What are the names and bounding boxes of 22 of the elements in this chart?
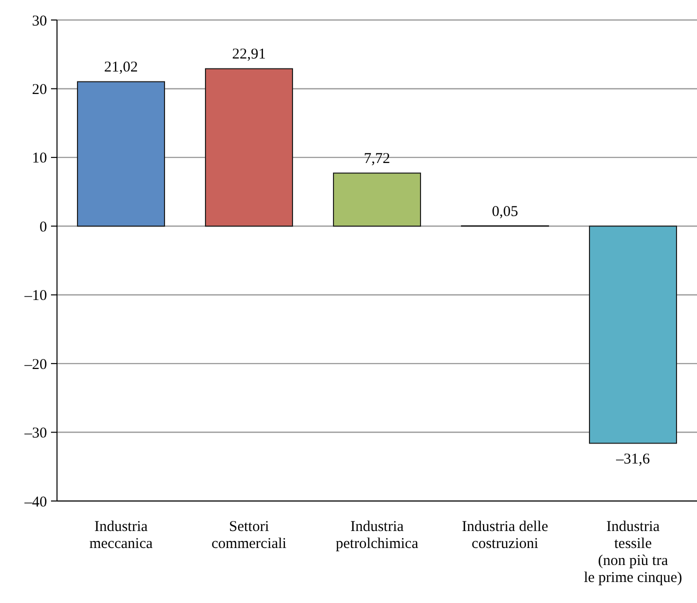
x-tick-label: Settori commerciali [212, 519, 286, 552]
y-tick-label: 20 [32, 82, 47, 98]
y-tick-label: 10 [32, 150, 47, 167]
bar [588, 226, 678, 444]
x-tick-label: Industria tessile (non più tra le prime cinque) [584, 519, 682, 586]
x-tick-label: Industria petrolchimica [336, 519, 419, 552]
y-tick-label: –30 [24, 426, 47, 442]
bar [204, 68, 294, 227]
data-label: 0,05 [492, 204, 518, 220]
y-tick-label: –10 [24, 288, 47, 304]
data-label: 21,02 [104, 60, 138, 76]
bar [332, 172, 422, 227]
y-tick-label: –20 [24, 356, 47, 373]
y-tick-label: 30 [32, 13, 47, 30]
bar [76, 81, 166, 227]
data-label: 7,72 [364, 151, 390, 168]
data-label: 22,91 [232, 46, 266, 63]
x-tick-label: Industria meccanica [89, 519, 153, 552]
data-label: –31,6 [615, 451, 650, 468]
y-tick-label: –40 [24, 494, 47, 510]
x-tick-label: Industria delle costruzioni [462, 519, 548, 552]
y-tick-label: 0 [40, 219, 47, 236]
